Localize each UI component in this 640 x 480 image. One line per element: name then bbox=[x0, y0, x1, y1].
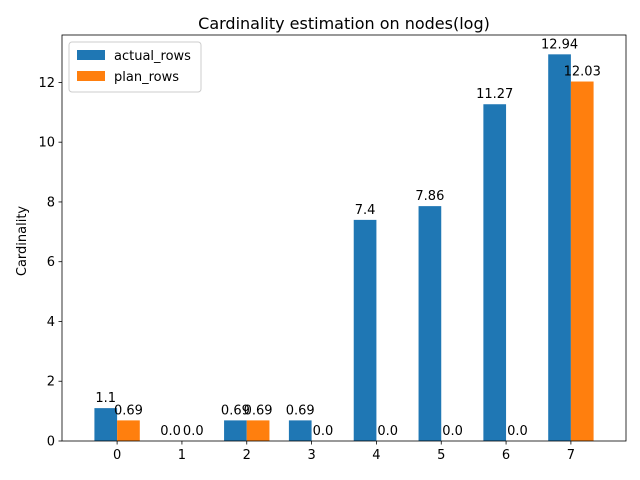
x-tick-label-1: 1 bbox=[178, 448, 186, 463]
bar-label-actual_rows-4: 7.4 bbox=[355, 203, 376, 218]
y-tick-label-2: 2 bbox=[47, 375, 55, 390]
y-tick-label-8: 8 bbox=[47, 195, 55, 210]
bar-plan_rows-0 bbox=[117, 420, 140, 441]
bar-actual_rows-7 bbox=[548, 54, 571, 441]
x-tick-label-5: 5 bbox=[437, 448, 445, 463]
legend-label-actual_rows: actual_rows bbox=[114, 49, 191, 64]
bar-label-plan_rows-4: 0.0 bbox=[377, 424, 398, 439]
legend: actual_rows plan_rows bbox=[68, 41, 202, 93]
x-tick-label-7: 7 bbox=[567, 448, 575, 463]
x-tick-label-2: 2 bbox=[243, 448, 251, 463]
bar-actual_rows-6 bbox=[483, 104, 507, 441]
bar-label-actual_rows-7: 12.94 bbox=[541, 37, 578, 52]
x-tick-label-0: 0 bbox=[113, 448, 121, 463]
bar-actual_rows-0 bbox=[94, 408, 118, 441]
bar-plan_rows-7 bbox=[570, 81, 594, 441]
bar-label-plan_rows-6: 0.0 bbox=[507, 424, 528, 439]
bar-label-actual_rows-5: 7.86 bbox=[415, 189, 444, 204]
y-tick-label-10: 10 bbox=[38, 136, 55, 151]
bar-label-plan_rows-2: 0.69 bbox=[244, 403, 273, 418]
legend-label-plan_rows: plan_rows bbox=[114, 70, 179, 85]
bar-label-actual_rows-6: 11.27 bbox=[476, 87, 513, 102]
axes-frame bbox=[61, 34, 627, 442]
bar-actual_rows-4 bbox=[353, 219, 377, 441]
chart-title: Cardinality estimation on nodes(log) bbox=[198, 14, 490, 33]
bar-label-plan_rows-1: 0.0 bbox=[183, 424, 204, 439]
bar-label-plan_rows-0: 0.69 bbox=[114, 403, 143, 418]
bar-label-actual_rows-0: 1.1 bbox=[95, 391, 116, 406]
plot-area: 1.10.00.69 0.697.47.8611.2712.940.690.00.… bbox=[38, 34, 627, 463]
legend-swatch-actual_rows bbox=[77, 50, 105, 60]
y-tick-label-4: 4 bbox=[47, 315, 55, 330]
bar-label-actual_rows-3: 0.69 bbox=[286, 403, 315, 418]
y-tick-label-12: 12 bbox=[38, 76, 55, 91]
x-tick-label-4: 4 bbox=[372, 448, 380, 463]
y-tick-label-0: 0 bbox=[47, 435, 55, 450]
legend-swatch-plan_rows bbox=[77, 71, 105, 81]
x-tick-label-3: 3 bbox=[307, 448, 315, 463]
bar-actual_rows-5 bbox=[418, 206, 442, 441]
bar-label-plan_rows-3: 0.0 bbox=[313, 424, 334, 439]
bar-label-actual_rows-2: 0.69 bbox=[221, 403, 250, 418]
x-tick-label-6: 6 bbox=[502, 448, 510, 463]
bar-label-plan_rows-5: 0.0 bbox=[442, 424, 463, 439]
bar-label-actual_rows-1: 0.0 bbox=[160, 424, 181, 439]
bar-actual_rows-3 bbox=[288, 420, 312, 441]
bar-actual_rows-2 bbox=[224, 420, 247, 441]
y-tick-label-6: 6 bbox=[47, 255, 55, 270]
bar-label-plan_rows-7: 12.03 bbox=[564, 65, 601, 80]
bar-plan_rows-2 bbox=[246, 420, 270, 441]
y-axis-label: Cardinality bbox=[15, 206, 30, 277]
